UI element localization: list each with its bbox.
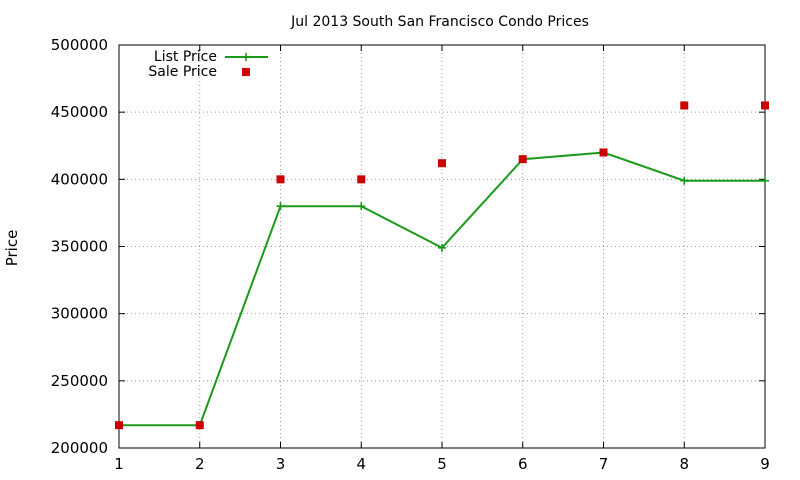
y-tick-label: 450000 <box>51 103 108 121</box>
sale-price-point <box>438 159 446 168</box>
x-tick-label: 1 <box>114 455 124 473</box>
series <box>115 101 769 430</box>
y-tick-label: 250000 <box>51 372 108 390</box>
y-tick-label: 300000 <box>51 305 108 323</box>
sale-price-point <box>195 421 204 430</box>
list-price-point <box>357 202 366 211</box>
x-tick-label: 3 <box>276 455 286 473</box>
x-tick-label: 6 <box>518 455 528 473</box>
y-tick-label: 400000 <box>51 170 108 188</box>
list-price-point <box>438 243 446 252</box>
x-tick-label: 9 <box>760 455 770 473</box>
sale-price-point <box>761 101 769 110</box>
x-tick-label: 5 <box>437 455 447 473</box>
y-tick-label: 200000 <box>51 439 108 457</box>
x-tick-label: 7 <box>599 455 609 473</box>
list-price-point <box>680 176 689 185</box>
chart-title: Jul 2013 South San Francisco Condo Price… <box>290 14 589 30</box>
legend-label-sale-price: Sale Price <box>148 64 217 80</box>
legend-label-list-price: List Price <box>154 49 217 65</box>
list-price-point <box>761 176 769 185</box>
legend: List Price Sale Price <box>148 49 268 80</box>
axis-ticks: 200000 250000 300000 350000 400000 450000 5000… <box>51 36 770 473</box>
sale-price-point <box>599 148 608 157</box>
x-tick-label: 4 <box>356 455 366 473</box>
x-tick-label: 8 <box>679 455 689 473</box>
y-tick-label: 500000 <box>51 36 108 54</box>
y-tick-label: 350000 <box>51 238 108 256</box>
x-tick-label: 2 <box>195 455 205 473</box>
sale-price-point <box>680 101 689 110</box>
legend-marker-list-price <box>242 53 250 61</box>
legend-marker-sale-price <box>242 68 250 76</box>
list-price-point <box>276 202 285 211</box>
sale-price-point <box>115 421 123 430</box>
sale-price-point <box>276 175 285 184</box>
sale-price-point <box>357 175 366 184</box>
sale-price-point <box>518 155 527 164</box>
y-axis-title: Price <box>3 230 21 267</box>
